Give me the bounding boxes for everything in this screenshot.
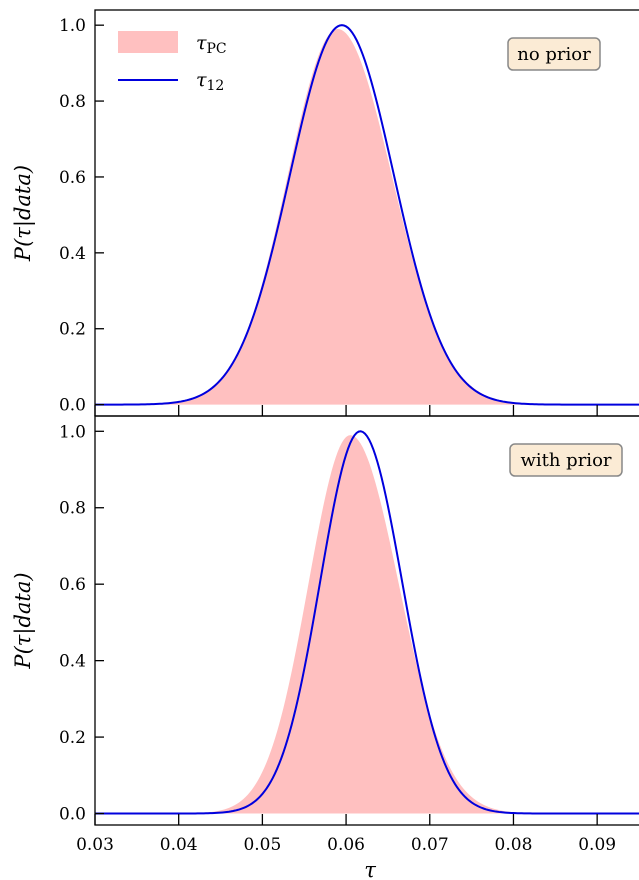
y-tick-label: 0.0 — [59, 805, 86, 825]
panel-no-prior: 0.0 0.2 0.4 0.6 0.8 1.0 P(τ|data) no prior τPC τ1… — [11, 9, 639, 417]
y-tick-label: 0.4 — [59, 652, 86, 672]
y-tick-label: 0.8 — [59, 92, 86, 112]
y-axis-label: P(τ|data) — [11, 165, 36, 262]
x-tick-label: 0.06 — [327, 835, 365, 855]
y-tick-label: 0.2 — [59, 320, 86, 340]
annotation-box: no prior — [507, 37, 601, 71]
y-tick-label: 0.0 — [59, 396, 86, 416]
legend-label-tau-12: τ12 — [196, 69, 224, 94]
series-line-tau-12 — [95, 24, 639, 406]
series-line-tau-12 — [95, 430, 639, 815]
y-tick-label: 0.8 — [59, 499, 86, 519]
y-tick-label: 0.2 — [59, 728, 86, 748]
series-area-tau-pc — [95, 28, 639, 405]
x-axis: 0.03 0.04 0.05 0.06 0.07 0.08 0.09 τ — [76, 835, 616, 880]
y-tick-label: 1.0 — [59, 422, 86, 442]
annotation-box: with prior — [509, 443, 623, 477]
legend: τPC τ12 — [118, 31, 227, 94]
y-tick-label: 0.4 — [59, 244, 86, 264]
panel-with-prior: 0.0 0.2 0.4 0.6 0.8 1.0 P(τ|data) with prior — [11, 415, 639, 826]
y-axis-label: P(τ|data) — [11, 572, 36, 669]
y-tick-label: 0.6 — [59, 575, 86, 595]
x-tick-label: 0.03 — [76, 835, 114, 855]
annotation-text: no prior — [517, 44, 591, 65]
legend-swatch-tau-pc — [118, 31, 178, 53]
y-tick-label: 0.6 — [59, 168, 86, 188]
x-tick-label: 0.05 — [243, 835, 281, 855]
legend-label-tau-pc: τPC — [196, 32, 227, 57]
series-area-tau-pc — [95, 435, 639, 814]
x-tick-label: 0.08 — [495, 835, 533, 855]
x-axis-label: τ — [364, 858, 376, 880]
y-tick-label: 1.0 — [59, 16, 86, 36]
annotation-text: with prior — [520, 450, 611, 471]
x-tick-label: 0.09 — [578, 835, 616, 855]
x-tick-label: 0.04 — [160, 835, 198, 855]
axes-frame — [94, 415, 639, 826]
x-tick-label: 0.07 — [411, 835, 449, 855]
